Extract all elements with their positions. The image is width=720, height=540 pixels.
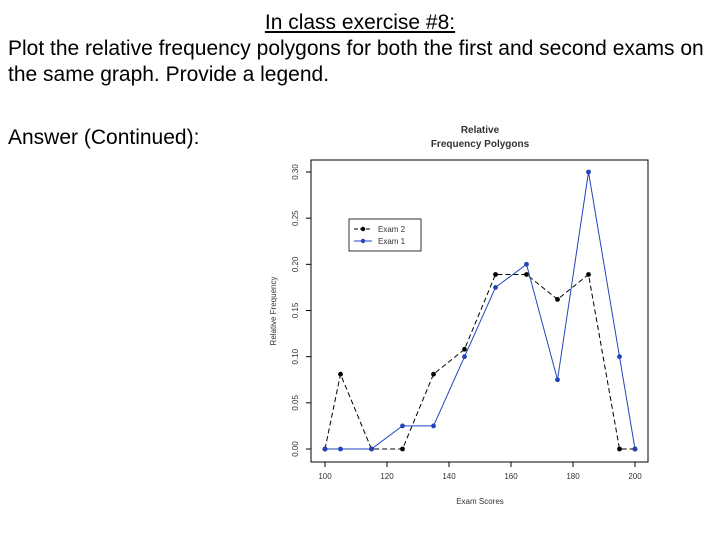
slide-title-text: In class exercise #8: — [264, 11, 456, 34]
x-tick-label: 200 — [628, 472, 642, 481]
x-tick-label: 120 — [380, 472, 394, 481]
x-tick-label: 180 — [566, 472, 580, 481]
y-tick-label: 0.10 — [291, 348, 300, 364]
data-point-exam-2 — [524, 272, 529, 277]
data-point-exam-1 — [431, 423, 436, 429]
slide-instructions: Plot the relative frequency polygons for… — [8, 37, 704, 86]
y-tick-label: 0.15 — [291, 302, 300, 318]
data-point-exam-1 — [632, 446, 638, 452]
legend-marker-exam-2 — [360, 226, 366, 232]
legend-label-exam-1: Exam 1 — [378, 237, 406, 246]
data-point-exam-2 — [400, 446, 405, 452]
chart-title-line-2: Frequency Polygons — [431, 139, 530, 150]
plot-frame — [310, 159, 649, 463]
series-line-exam-2 — [324, 273, 635, 450]
data-point-exam-2 — [555, 297, 560, 302]
data-point-exam-1 — [555, 377, 560, 383]
y-tick-label: 0.05 — [291, 395, 300, 411]
data-point-exam-2 — [431, 371, 436, 377]
x-axis-label: Exam Scores — [456, 497, 504, 506]
legend-label-exam-2: Exam 2 — [378, 225, 406, 234]
data-point-exam-2 — [586, 272, 591, 277]
data-point-exam-1 — [493, 285, 498, 290]
chart-title-line-1: Relative — [461, 125, 500, 136]
series-layer — [322, 169, 638, 452]
y-axis: 0.00 0.05 0.10 0.15 0.20 0.25 0.30 — [291, 164, 312, 457]
data-point-exam-2 — [462, 346, 467, 352]
slide-title: In class exercise #8: — [0, 10, 720, 36]
y-tick-label: 0.25 — [291, 210, 300, 226]
answer-label: Answer (Continued): — [8, 126, 200, 149]
x-tick-label: 140 — [442, 472, 456, 481]
y-tick-label: 0.20 — [291, 256, 300, 272]
x-axis: 100 120 140 160 180 200 — [318, 461, 642, 481]
data-point-exam-1 — [462, 354, 467, 360]
legend: Exam 2 Exam 1 — [348, 218, 422, 252]
data-point-exam-2 — [617, 446, 622, 452]
data-point-exam-1 — [369, 446, 374, 452]
y-tick-label: 0.00 — [291, 441, 300, 457]
relative-frequency-chart: Relative Frequency Polygons 100 120 140 160… — [269, 125, 649, 506]
y-axis-label: Relative Frequency — [269, 277, 278, 346]
x-tick-label: 100 — [318, 472, 332, 481]
data-point-exam-1 — [524, 261, 529, 267]
x-tick-label: 160 — [504, 472, 518, 481]
data-point-exam-1 — [322, 446, 328, 452]
data-point-exam-1 — [400, 423, 405, 429]
data-point-exam-1 — [338, 446, 343, 452]
data-point-exam-1 — [617, 354, 622, 360]
data-point-exam-1 — [586, 169, 591, 175]
legend-marker-exam-1 — [360, 238, 366, 244]
y-tick-label: 0.30 — [291, 164, 300, 180]
legend-box — [348, 218, 422, 252]
series-line-exam-1 — [325, 171, 636, 450]
data-point-exam-2 — [338, 371, 343, 377]
data-point-exam-2 — [493, 272, 498, 277]
